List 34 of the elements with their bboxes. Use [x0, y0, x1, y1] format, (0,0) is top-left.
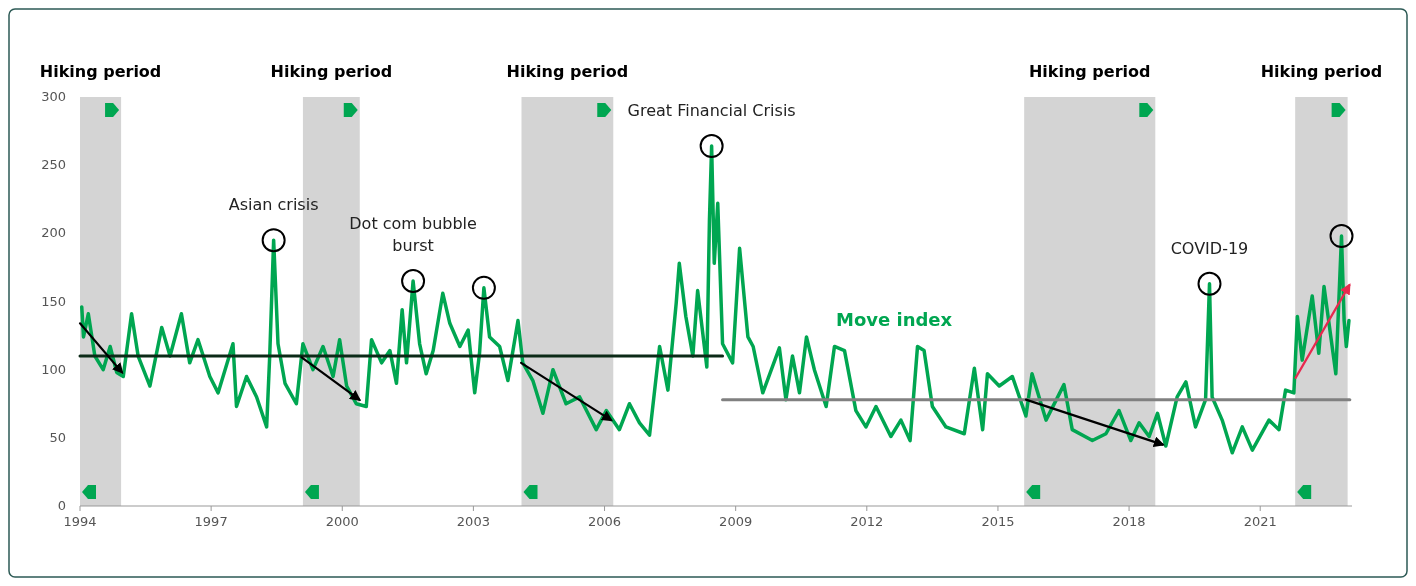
x-tick-label: 2021 [1243, 514, 1277, 529]
y-tick-label: 250 [41, 157, 66, 173]
x-tick-label: 2006 [587, 514, 622, 529]
point [401, 269, 426, 294]
point [261, 228, 286, 253]
band-label: Hiking period [1028, 62, 1151, 81]
band-label: Hiking period [270, 62, 393, 81]
x-tick-label: 2000 [325, 514, 359, 529]
point [1197, 271, 1222, 296]
y-tick-label: 200 [41, 225, 66, 241]
band-label: Hiking period [39, 62, 162, 81]
band-label: Hiking period [506, 62, 629, 81]
point [699, 134, 724, 159]
point [1329, 224, 1354, 249]
x-tick-label: 2015 [981, 514, 1015, 529]
annotation: Asian crisis [228, 195, 319, 215]
band-label: Hiking period [1260, 62, 1383, 81]
x-tick-label: 2003 [456, 514, 490, 529]
y-tick-label: 150 [41, 293, 66, 309]
y-tick-label: 300 [41, 89, 66, 104]
series-label: Move index [835, 309, 953, 331]
annotation: Great Financial Crisis [627, 101, 796, 121]
line-series [80, 144, 1351, 455]
x-tick-label: 2012 [850, 514, 884, 529]
x-tick-label: 1994 [63, 514, 97, 529]
x-tick-label: 2018 [1112, 514, 1146, 529]
y-tick-label: 0 [57, 498, 66, 513]
x-tick-label: 2009 [719, 514, 753, 529]
x-tick-label: 1997 [194, 514, 228, 529]
annotation: Dot com bubble burst [349, 214, 477, 256]
y-tick-label: 100 [41, 361, 66, 377]
annotation: COVID-19 [1170, 238, 1249, 258]
point [471, 275, 496, 300]
y-tick-label: 50 [49, 429, 66, 445]
